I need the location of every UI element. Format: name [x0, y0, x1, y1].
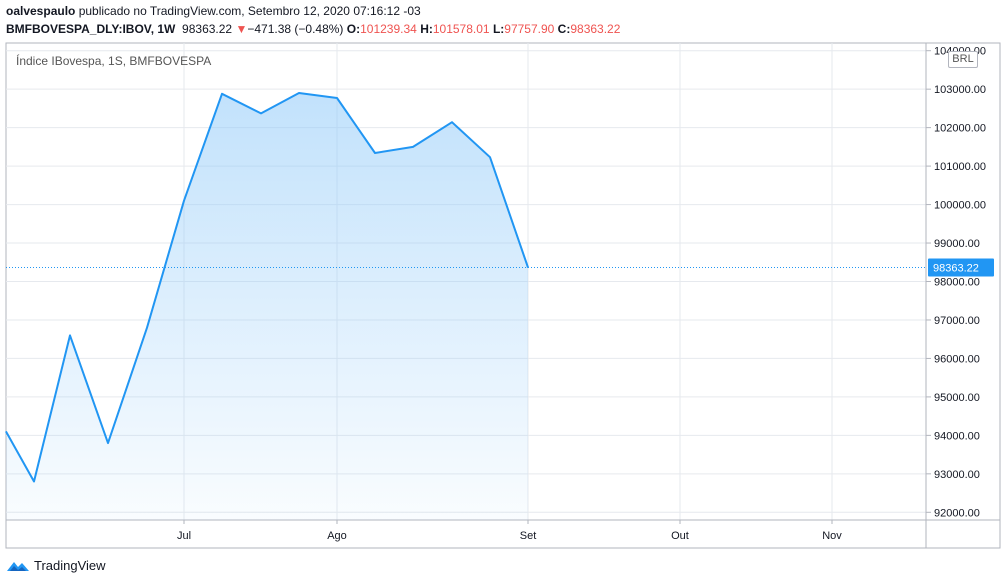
- x-tick-label: Ago: [327, 530, 347, 542]
- x-tick-label: Jul: [177, 530, 191, 542]
- y-tick-label: 96000.00: [934, 353, 980, 365]
- down-arrow-icon: ▼: [235, 22, 248, 36]
- data-point: [260, 112, 262, 114]
- x-tick-label: Out: [671, 530, 689, 542]
- data-point: [146, 327, 148, 329]
- data-point: [451, 121, 453, 123]
- currency-badge[interactable]: BRL: [948, 51, 978, 68]
- close-label: C:: [557, 22, 571, 36]
- last-price: 98363.22: [182, 22, 233, 36]
- x-tick-label: Nov: [822, 530, 842, 542]
- data-point: [221, 93, 223, 95]
- author-name[interactable]: oalvespaulo: [6, 4, 76, 18]
- tradingview-footer[interactable]: TradingView: [6, 558, 106, 573]
- data-point: [107, 442, 109, 444]
- data-point: [69, 334, 71, 336]
- data-point: [183, 200, 185, 202]
- y-tick-label: 103000.00: [934, 84, 986, 96]
- data-point: [5, 431, 7, 432]
- data-point: [489, 156, 491, 158]
- tradingview-logo-icon: [7, 561, 29, 571]
- y-tick-label: 92000.00: [934, 507, 980, 519]
- y-tick-label: 101000.00: [934, 161, 986, 173]
- y-tick-label: 98000.00: [934, 277, 980, 289]
- y-tick-label: 94000.00: [934, 430, 980, 442]
- last-price-label: 98363.22: [933, 263, 979, 275]
- last-price-badge: [928, 258, 994, 277]
- y-axis: 104000.00103000.00102000.00101000.001000…: [934, 46, 986, 520]
- chart-frame: [5, 42, 1001, 549]
- close-value: 98363.22: [570, 22, 621, 36]
- y-tick-label: 102000.00: [934, 123, 986, 135]
- y-tick-label: 97000.00: [934, 315, 980, 327]
- y-tick-label: 100000.00: [934, 200, 986, 212]
- high-label: H:: [420, 22, 433, 36]
- symbol-label: BMFBOVESPA_DLY:IBOV, 1W: [6, 22, 176, 36]
- publish-info: oalvespaulo publicado no TradingView.com…: [6, 4, 421, 18]
- low-label: L:: [492, 22, 505, 36]
- data-point: [298, 92, 300, 94]
- footer-brand: TradingView: [34, 558, 106, 573]
- open-label: O:: [346, 22, 361, 36]
- open-value: 101239.34: [360, 22, 417, 36]
- y-tick-label: 93000.00: [934, 469, 980, 481]
- data-point: [33, 481, 35, 482]
- y-tick-label: 95000.00: [934, 392, 980, 404]
- y-tick-label: 99000.00: [934, 238, 980, 250]
- chart-legend[interactable]: Índice IBovespa, 1S, BMFBOVESPA: [16, 54, 212, 68]
- x-tick-label: Set: [520, 530, 537, 542]
- area-fill: [6, 93, 528, 520]
- data-point: [412, 146, 414, 148]
- price-change: −471.38 (−0.48%): [247, 22, 344, 36]
- data-point: [336, 97, 338, 99]
- low-value: 97757.90: [504, 22, 555, 36]
- high-value: 101578.01: [432, 22, 490, 36]
- data-point: [374, 152, 376, 154]
- ohlc-header: BMFBOVESPA_DLY:IBOV, 1W 98363.22 ▼−471.3…: [6, 22, 620, 36]
- published-text: publicado no TradingView.com, Setembro 1…: [75, 4, 421, 18]
